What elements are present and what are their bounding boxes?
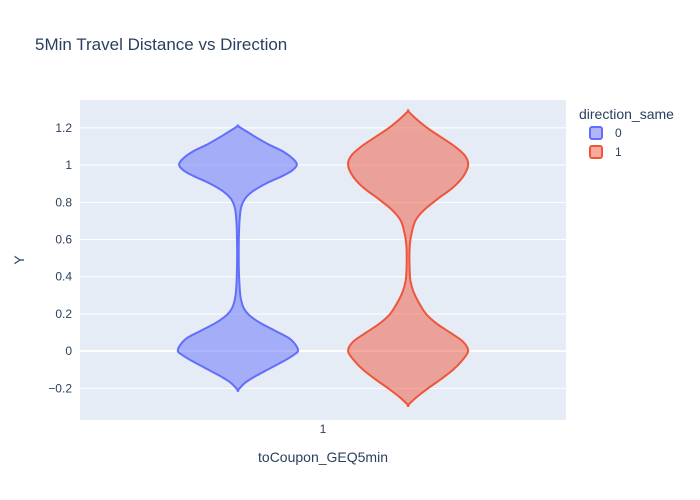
- y-axis-title: Y: [11, 255, 27, 265]
- legend-swatch-0[interactable]: [589, 126, 603, 140]
- grid-lines: [80, 127, 566, 389]
- violin-series-0: [176, 124, 299, 393]
- chart-title: 5Min Travel Distance vs Direction: [35, 35, 287, 54]
- y-tick-label: 0.8: [55, 195, 72, 209]
- y-tick-label: 1.2: [55, 121, 72, 135]
- violins: [176, 109, 470, 408]
- legend: direction_same 0 1: [579, 106, 674, 159]
- y-tick-label: 0.4: [55, 270, 72, 284]
- plot-area: [80, 100, 566, 420]
- y-tick-label: 0: [65, 344, 72, 358]
- y-tick-label: 0.6: [55, 233, 72, 247]
- y-tick-label: 1: [65, 158, 72, 172]
- x-axis-title: toCoupon_GEQ5min: [258, 449, 388, 465]
- x-tick-labels: 1: [320, 422, 327, 436]
- legend-title: direction_same: [579, 106, 674, 122]
- y-tick-label: 0.2: [55, 307, 72, 321]
- legend-label-1[interactable]: 1: [615, 145, 622, 159]
- y-tick-labels: −0.2 0 0.2 0.4 0.6 0.8 1 1.2: [48, 121, 72, 395]
- y-tick-label: −0.2: [48, 381, 72, 395]
- legend-swatch-1[interactable]: [589, 145, 603, 159]
- legend-label-0[interactable]: 0: [615, 126, 622, 140]
- x-tick-label: 1: [320, 422, 327, 436]
- violin-series-1: [347, 109, 470, 408]
